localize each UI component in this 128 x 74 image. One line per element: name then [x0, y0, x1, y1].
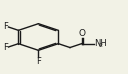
- Text: F: F: [36, 57, 41, 66]
- Text: 2: 2: [99, 43, 103, 48]
- Text: O: O: [79, 29, 86, 38]
- Text: F: F: [3, 43, 8, 52]
- Text: NH: NH: [94, 39, 107, 48]
- Text: F: F: [3, 22, 8, 31]
